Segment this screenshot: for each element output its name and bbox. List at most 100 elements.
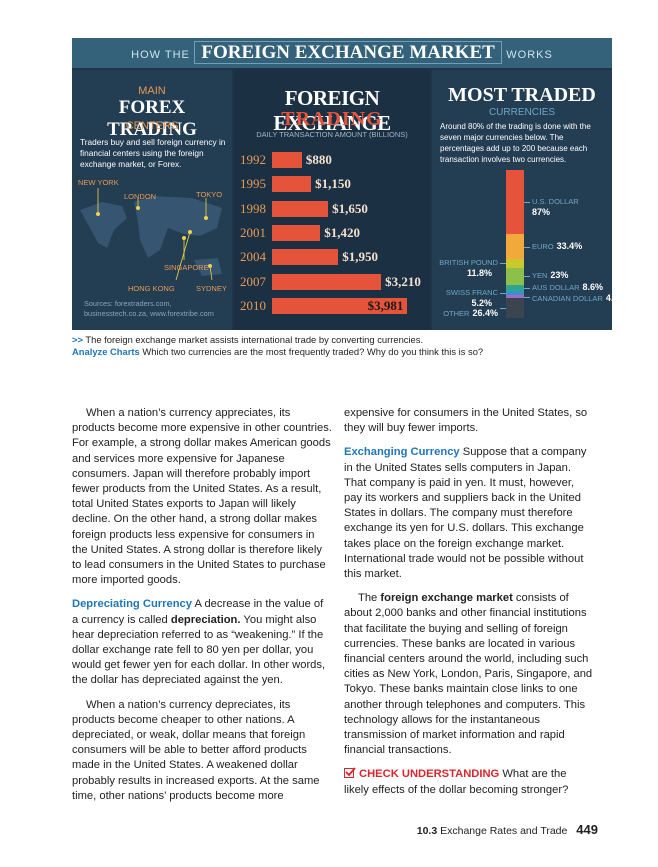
centers-title: FOREX TRADING: [107, 97, 197, 140]
paragraph: Exchanging Currency Suppose that a compa…: [344, 445, 594, 582]
currency-value: 5.2%: [471, 298, 492, 309]
bar-value-label: $1,950: [342, 249, 379, 265]
leader-line: [500, 263, 506, 265]
leader-line: [524, 288, 530, 290]
stack-segment: [506, 267, 524, 285]
text: When a nation’s currency appreciates, it…: [72, 407, 332, 587]
map-americas: [80, 202, 127, 248]
bar: [272, 200, 329, 217]
paragraph: The foreign exchange market consists of …: [344, 591, 594, 758]
paragraph: When a nation’s currency depreciates, it…: [72, 698, 332, 804]
bar: [272, 273, 382, 290]
text: expensive for consumers in the United St…: [344, 407, 588, 435]
paragraph: expensive for consumers in the United St…: [344, 406, 594, 436]
caption-prompt: Analyze Charts: [72, 346, 140, 357]
centers-subtitle: CENTERS: [125, 120, 179, 132]
stack-segment: [506, 234, 524, 260]
text: consists of about 2,000 banks and other …: [344, 592, 593, 757]
bar-value-label: $880: [305, 152, 332, 167]
heading: Exchanging Currency: [344, 446, 460, 459]
stack-segment: [506, 291, 524, 296]
year-label: 2010: [240, 297, 266, 313]
section-title: Exchange Rates and Trade: [440, 825, 568, 837]
left-column: When a nation’s currency appreciates, it…: [72, 406, 332, 813]
city-leaders: [97, 188, 213, 281]
currency-name: CANADIAN DOLLAR: [532, 294, 603, 304]
caption-marker: >>: [72, 334, 83, 345]
term: foreign exchange market: [380, 592, 513, 605]
bar: [272, 297, 408, 314]
city-label: SYDNEY: [196, 284, 227, 293]
heading: Depreciating Currency: [72, 598, 192, 611]
banner-title: FOREIGN EXCHANGE MARKET: [194, 41, 502, 64]
trading-axis-label: DAILY TRANSACTION AMOUNT (BILLIONS): [256, 130, 408, 139]
currency-value: 11.8%: [466, 268, 492, 279]
infographic: HOW THE FOREIGN EXCHANGE MARKET WORKS MA…: [72, 38, 612, 330]
leader-line: [524, 296, 530, 298]
bar-value-label: $3,981: [367, 297, 404, 313]
caption: >> The foreign exchange market assists i…: [72, 334, 592, 358]
page-number: 449: [576, 822, 598, 837]
paragraph: Depreciating Currency A decrease in the …: [72, 597, 332, 688]
term: depreciation.: [170, 613, 241, 626]
bar-value-label: $1,650: [332, 200, 368, 216]
currency-name: OTHER: [443, 309, 470, 319]
year-label: 2004: [240, 249, 266, 265]
bar: [272, 224, 321, 241]
sources: Sources: forextraders.com, businesstech.…: [84, 299, 214, 318]
city-label: SINGAPORE: [164, 263, 209, 272]
leader-line: [500, 308, 506, 310]
banner-prefix: HOW THE: [131, 49, 190, 61]
world-map: [80, 188, 222, 281]
stack-segment: [506, 295, 524, 299]
currency-name: U.S. DOLLAR: [532, 197, 579, 207]
section-number: 10.3: [416, 825, 438, 837]
currency-name: YEN: [532, 271, 548, 281]
year-label: 1995: [240, 176, 266, 192]
city-label: TOKYO: [196, 190, 223, 199]
paragraph: When a nation’s currency appreciates, it…: [72, 406, 332, 588]
city-label: NEW YORK: [78, 178, 119, 187]
year-label: 2007: [240, 273, 266, 289]
banner-text: HOW THE FOREIGN EXCHANGE MARKET WORKS: [72, 41, 612, 64]
currency-value: 33.4%: [556, 240, 583, 251]
banner-suffix: WORKS: [506, 49, 553, 61]
currencies-title: MOST TRADED: [448, 84, 596, 106]
text: You might also hear depreciation referre…: [72, 613, 326, 687]
text: A decrease in the value of a currency is…: [72, 598, 324, 626]
currency-value: 4.6%: [605, 293, 612, 304]
text: Suppose that a company in the United Sta…: [344, 446, 587, 581]
banner: [72, 38, 612, 68]
leader-line: [500, 293, 506, 295]
caption-question: Which two currencies are the most freque…: [142, 346, 484, 357]
map-eurasia: [134, 196, 222, 258]
check-label: CHECK UNDERSTANDING: [359, 768, 500, 781]
right-column: expensive for consumers in the United St…: [344, 406, 594, 807]
bar-value-label: $1,420: [324, 224, 361, 240]
trading-subtitle: TRADING: [281, 108, 383, 130]
currency-name: EURO: [532, 241, 554, 251]
currency-value: 8.6%: [582, 282, 604, 293]
currency-value: 87%: [532, 207, 551, 218]
stack-segment: [506, 170, 524, 235]
leader-line: [524, 202, 530, 204]
text: The: [358, 592, 381, 605]
currency-value: 26.4%: [472, 308, 498, 319]
currencies-text: Around 80% of the trading is done with t…: [440, 122, 591, 164]
city-label: HONG KONG: [128, 284, 175, 293]
centers-text: Traders buy and sell foreign currency in…: [80, 137, 226, 169]
centers-kicker: MAIN: [138, 85, 166, 97]
map-australia: [194, 258, 222, 276]
year-label: 1998: [240, 200, 266, 216]
currencies-subtitle: CURRENCIES: [488, 107, 556, 118]
text: What are the likely effects of the dolla…: [344, 768, 569, 796]
bar: [272, 249, 339, 266]
check-icon: [344, 767, 356, 779]
city-label: LONDON: [124, 192, 157, 201]
trading-title: FOREIGN EXCHANGE: [273, 86, 391, 135]
bar-value-label: $1,150: [315, 176, 351, 192]
leader-line: [524, 276, 530, 278]
currency-name: AUS DOLLAR: [532, 283, 580, 293]
currency-name: BRITISH POUND: [439, 258, 498, 268]
